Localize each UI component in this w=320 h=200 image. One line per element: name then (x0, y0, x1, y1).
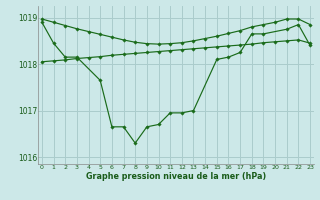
X-axis label: Graphe pression niveau de la mer (hPa): Graphe pression niveau de la mer (hPa) (86, 172, 266, 181)
